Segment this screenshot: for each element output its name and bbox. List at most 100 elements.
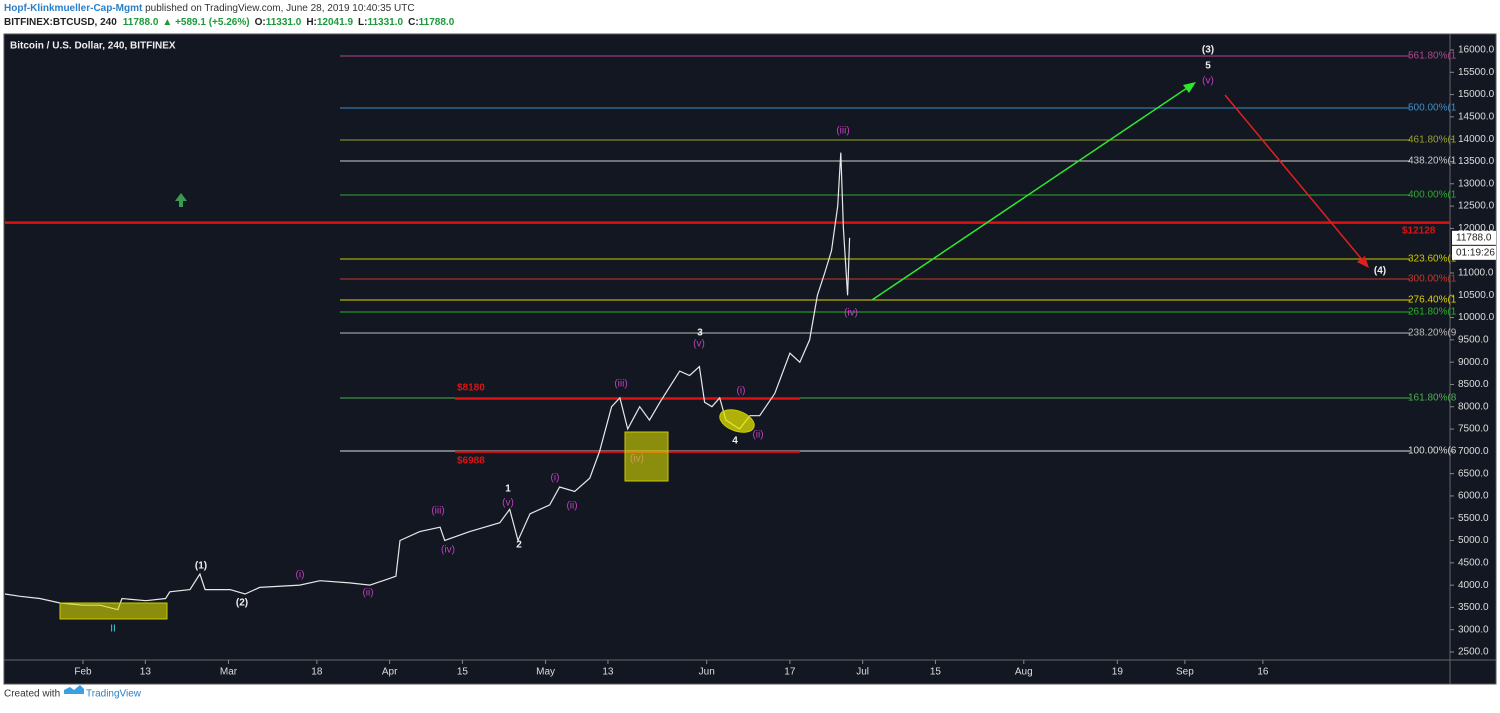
- up-arrow: [175, 193, 187, 207]
- zone-box: [59, 602, 168, 620]
- fib-label: 238.20%(9: [1408, 328, 1457, 339]
- wave-label: 3: [697, 328, 703, 339]
- wave-label: (iii): [836, 126, 849, 137]
- zone-ellipse: [719, 409, 755, 433]
- fib-label: 561.80%(1: [1408, 51, 1457, 62]
- x-tick-label: 19: [1112, 667, 1124, 678]
- fib-label: 500.00%(1: [1408, 103, 1457, 114]
- fib-label: 461.80%(1: [1408, 135, 1457, 146]
- y-tick-label: 7000.0: [1458, 446, 1489, 457]
- y-tick-label: 15000.0: [1458, 89, 1495, 100]
- change: ▲ +589.1 (+5.26%): [162, 17, 249, 28]
- wave-label: (iv): [844, 308, 858, 319]
- x-tick-label: May: [536, 667, 555, 678]
- y-tick-label: 10000.0: [1458, 312, 1495, 323]
- x-tick-label: Aug: [1015, 667, 1033, 678]
- countdown-box: [1452, 245, 1496, 260]
- wave-label: (iii): [614, 379, 627, 390]
- wave-label: (1): [195, 561, 207, 572]
- arrow-head: [1357, 256, 1369, 268]
- wave-label: (ii): [752, 430, 763, 441]
- x-tick-label: Apr: [382, 667, 398, 678]
- y-tick-label: 9000.0: [1458, 357, 1489, 368]
- y-tick-label: 12000.0: [1458, 223, 1495, 234]
- footer-brand[interactable]: TradingView: [86, 689, 142, 700]
- y-tick-label: 14000.0: [1458, 134, 1495, 145]
- ohlc-label: O:: [255, 17, 266, 28]
- x-tick-label: 16: [1257, 667, 1269, 678]
- y-tick-label: 15500.0: [1458, 67, 1495, 78]
- y-tick-label: 8000.0: [1458, 401, 1489, 412]
- level-label: $6988: [457, 456, 485, 467]
- tv-logo: [64, 685, 84, 694]
- y-tick-label: 6000.0: [1458, 491, 1489, 502]
- wave-label: (3): [1202, 45, 1214, 56]
- y-tick-label: 2500.0: [1458, 647, 1489, 658]
- wave-label: II: [110, 624, 116, 635]
- countdown: 01:19:26: [1456, 247, 1495, 258]
- symbol: BITFINEX:BTCUSD, 240: [4, 17, 117, 28]
- last: 11788.0: [123, 17, 159, 28]
- ohlc-value: 11331.0: [367, 17, 403, 28]
- author[interactable]: Hopf-Klinkmueller-Cap-Mgmt: [4, 3, 143, 14]
- y-tick-label: 13000.0: [1458, 178, 1495, 189]
- wave-label: (ii): [566, 501, 577, 512]
- wave-label: 1: [505, 484, 511, 495]
- fib-label: 300.00%(1: [1408, 274, 1457, 285]
- wave-label: 5: [1205, 61, 1211, 72]
- ohlc-value: 12041.9: [317, 17, 354, 28]
- y-tick-label: 14500.0: [1458, 112, 1495, 123]
- wave-label: (v): [693, 339, 705, 350]
- fib-label: 261.80%(1: [1408, 307, 1457, 318]
- y-tick-label: 3000.0: [1458, 624, 1489, 635]
- wave-label: (i): [296, 570, 305, 581]
- fib-label: 400.00%(1: [1408, 190, 1457, 201]
- x-tick-label: 18: [311, 667, 323, 678]
- fib-label: 438.20%(1: [1408, 156, 1457, 167]
- y-tick-label: 8500.0: [1458, 379, 1489, 390]
- wave-label: (v): [502, 498, 514, 509]
- ohlc-label: L:: [358, 17, 367, 28]
- y-tick-label: 10500.0: [1458, 290, 1495, 301]
- chart-bg: [3, 33, 1497, 685]
- x-tick-label: 13: [140, 667, 152, 678]
- projection-arrow: [871, 85, 1191, 301]
- y-tick-label: 3500.0: [1458, 602, 1489, 613]
- ohlc-label: H:: [306, 17, 317, 28]
- x-tick-label: 13: [602, 667, 614, 678]
- wave-label: 2: [516, 540, 522, 551]
- header-line-2: BITFINEX:BTCUSD, 240 11788.0 ▲ +589.1 (+5.…: [4, 17, 455, 28]
- y-tick-label: 11000.0: [1458, 268, 1494, 279]
- x-tick-label: Feb: [74, 667, 92, 678]
- fib-label: 100.00%(6: [1408, 446, 1457, 457]
- x-tick-label: Jun: [699, 667, 715, 678]
- x-tick-label: Sep: [1176, 667, 1194, 678]
- ohlc-value: 11788.0: [419, 17, 455, 28]
- projection-arrow: [1224, 94, 1365, 263]
- wave-label: 4: [732, 436, 738, 447]
- y-tick-label: 16000.0: [1458, 45, 1495, 56]
- price-line: [4, 152, 851, 611]
- wave-label: (v): [1202, 76, 1214, 87]
- fib-label: 161.80%(8: [1408, 393, 1457, 404]
- wave-label: (i): [737, 386, 746, 397]
- y-tick-label: 5500.0: [1458, 513, 1489, 524]
- wave-label: (ii): [362, 588, 373, 599]
- ohlc-label: C:: [408, 17, 419, 28]
- zone-box: [624, 431, 669, 482]
- chart-title: Bitcoin / U.S. Dollar, 240, BITFINEX: [10, 41, 176, 52]
- last-price-label: 11788.0: [1456, 232, 1492, 243]
- footer-created: Created with: [4, 689, 60, 700]
- last-price-box: [1452, 230, 1496, 245]
- level-label: $8180: [457, 382, 485, 393]
- arrow-head: [1183, 82, 1196, 93]
- ohlc-value: 11331.0: [266, 17, 302, 28]
- wave-label: (iv): [441, 545, 455, 556]
- wave-label: (iii): [431, 506, 444, 517]
- published: published on TradingView.com, June 28, 2…: [142, 3, 414, 14]
- fib-label: 276.40%(1: [1408, 295, 1457, 306]
- y-tick-label: 12500.0: [1458, 201, 1495, 212]
- x-tick-label: 15: [457, 667, 469, 678]
